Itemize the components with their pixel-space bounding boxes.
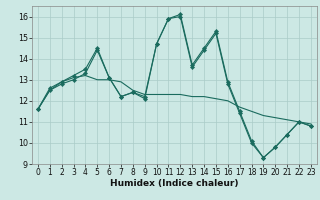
X-axis label: Humidex (Indice chaleur): Humidex (Indice chaleur) [110,179,239,188]
